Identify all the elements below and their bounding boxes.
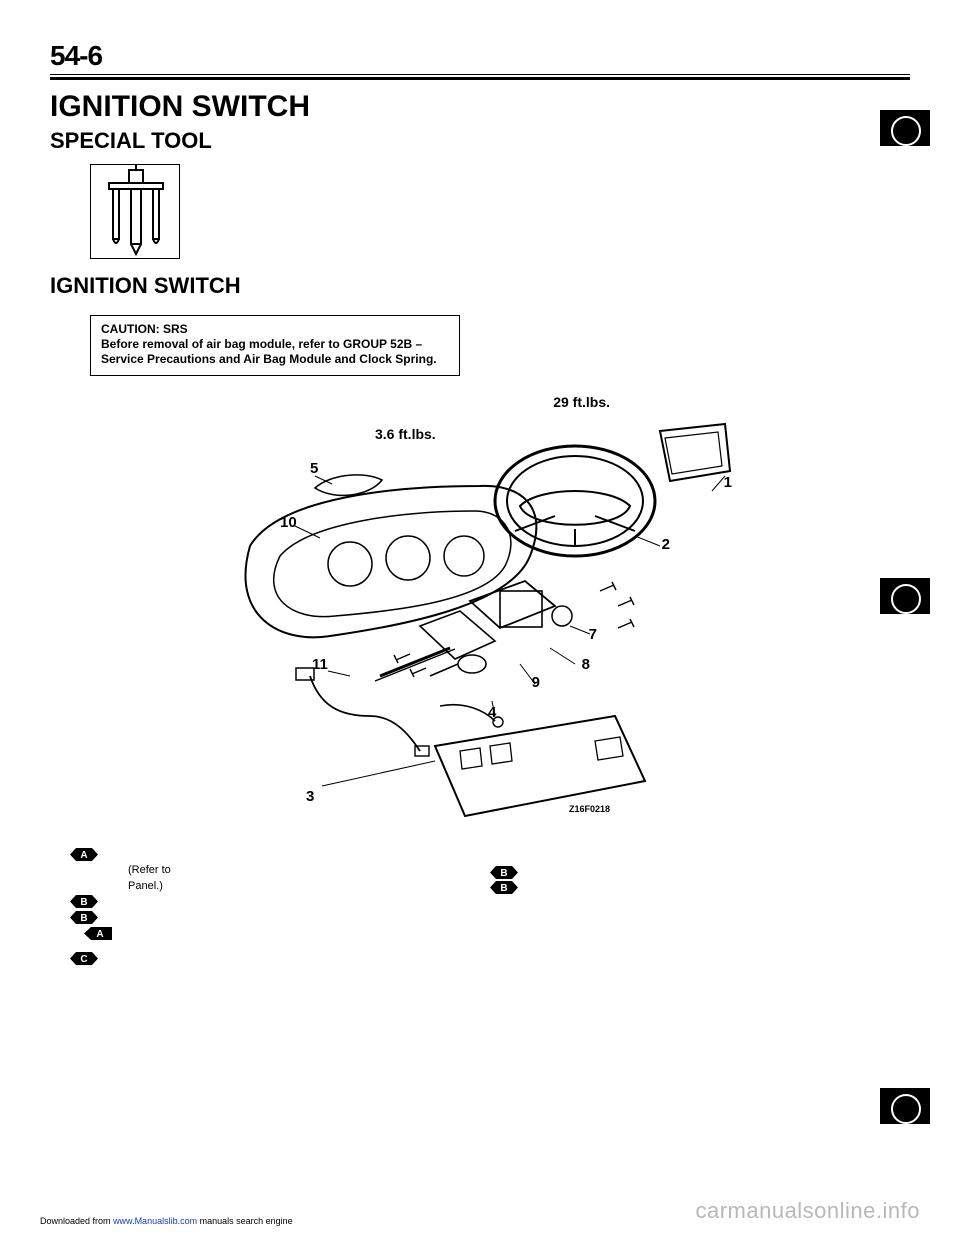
page-number: 54-6 <box>50 40 910 72</box>
step-tag-icon: B <box>490 866 518 879</box>
removal-steps: A (Refer to Panel.) B B <box>50 846 910 967</box>
step-tag-icon: A <box>70 848 98 861</box>
caution-box: CAUTION: SRS Before removal of air bag m… <box>90 315 460 376</box>
divider <box>50 77 910 80</box>
step-tag-icon: B <box>70 911 98 924</box>
heading-tool: SPECIAL TOOL <box>50 128 910 154</box>
svg-text:B: B <box>500 883 507 894</box>
torque-label: 3.6 ft.lbs. <box>375 426 436 442</box>
diagram-label: 11 <box>312 656 328 673</box>
svg-text:A: A <box>96 929 103 940</box>
step-tag-icon: B <box>70 895 98 908</box>
diagram-label: 10 <box>280 514 297 531</box>
diagram-label: 1 <box>724 474 732 491</box>
diagram-code: Z16F0218 <box>569 804 610 814</box>
svg-text:B: B <box>500 868 507 879</box>
caution-title: CAUTION: SRS <box>101 322 449 337</box>
divider <box>50 74 910 75</box>
exploded-diagram: 29 ft.lbs. 3.6 ft.lbs. <box>220 416 740 826</box>
diagram-label: 8 <box>582 656 590 673</box>
svg-text:C: C <box>80 954 87 965</box>
step-text: Panel.) <box>128 879 163 894</box>
footer-link[interactable]: www.Manualslib.com <box>113 1216 197 1226</box>
step-tag-icon: A <box>84 927 112 940</box>
download-footer: Downloaded from www.Manualslib.com manua… <box>40 1216 293 1226</box>
diagram-svg <box>220 416 740 826</box>
diagram-label: 5 <box>310 460 318 477</box>
heading-main: IGNITION SWITCH <box>50 90 910 124</box>
footer-text: manuals search engine <box>200 1216 293 1226</box>
diagram-label: 2 <box>662 536 670 553</box>
step-tag-icon: B <box>490 881 518 894</box>
footer-text: Downloaded from <box>40 1216 111 1226</box>
diagram-label: 7 <box>589 626 597 643</box>
svg-text:B: B <box>80 897 87 908</box>
diagram-label: 3 <box>306 788 314 805</box>
margin-hole-icon <box>880 1088 930 1124</box>
diagram-label: 4 <box>488 704 496 721</box>
special-tool-figure <box>90 164 180 259</box>
caution-body: Before removal of air bag module, refer … <box>101 337 449 367</box>
watermark: carmanualsonline.info <box>695 1198 920 1224</box>
margin-hole-icon <box>880 110 930 146</box>
margin-hole-icon <box>880 578 930 614</box>
svg-text:A: A <box>80 850 87 861</box>
removal-col-left: A (Refer to Panel.) B B <box>70 846 470 967</box>
heading-switch: IGNITION SWITCH <box>50 273 910 299</box>
svg-text:B: B <box>80 913 87 924</box>
step-tag-icon: C <box>70 952 98 965</box>
torque-label: 29 ft.lbs. <box>553 394 610 410</box>
diagram-label: 9 <box>532 674 540 691</box>
step-text: (Refer to <box>128 863 171 878</box>
removal-col-right: B B <box>490 846 890 967</box>
